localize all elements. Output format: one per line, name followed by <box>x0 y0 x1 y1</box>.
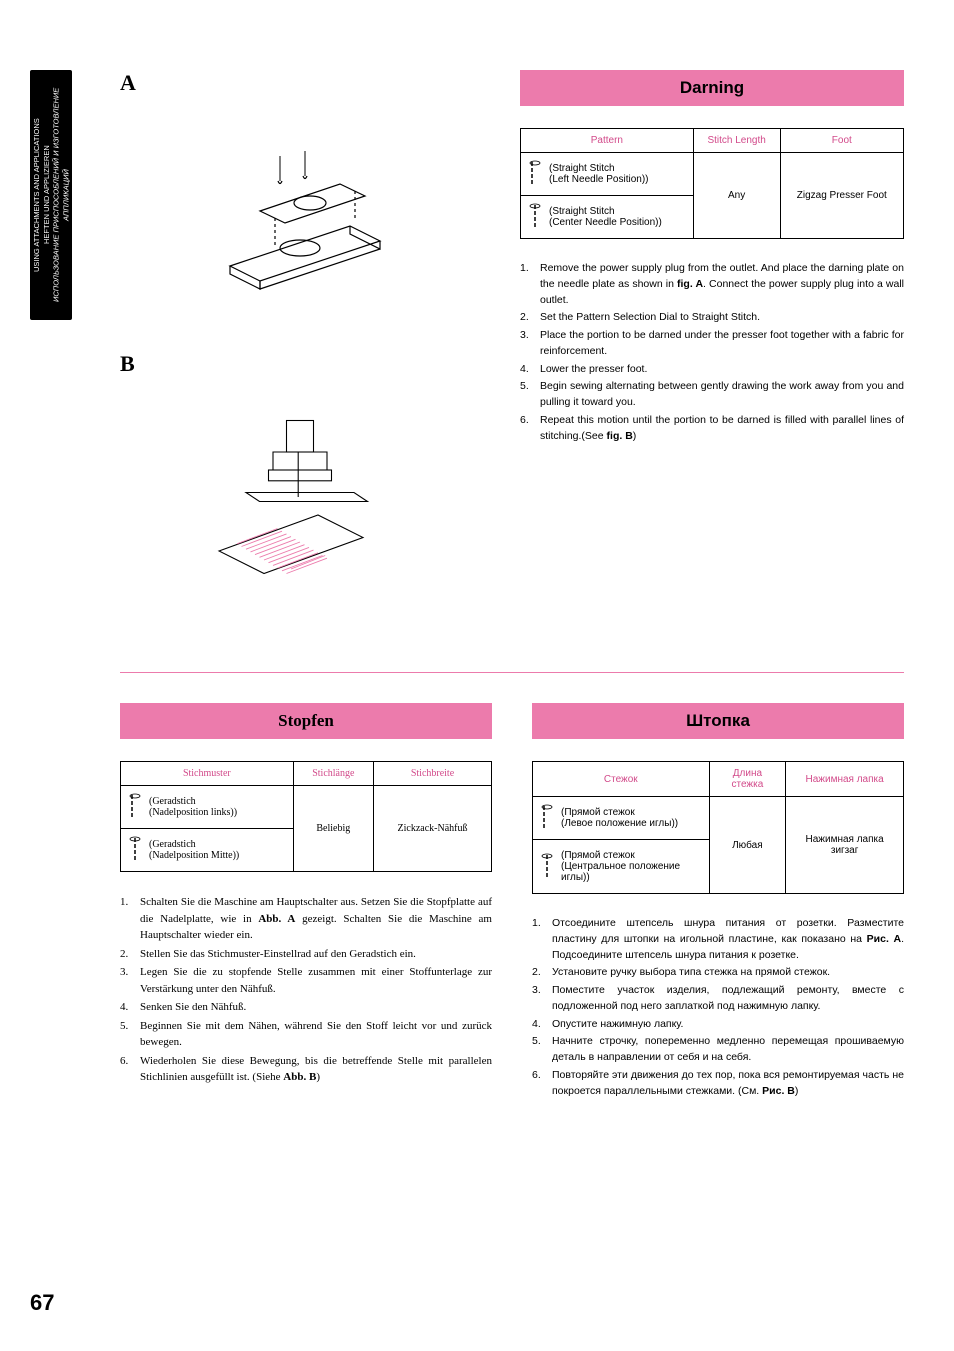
instruction-step: Lower the presser foot. <box>520 362 904 378</box>
pattern-row-1: (Straight Stitch(Left Needle Position)) <box>521 153 694 196</box>
darning-title: Darning <box>520 70 904 106</box>
darning-instructions: Remove the power supply plug from the ou… <box>520 261 904 444</box>
instruction-step: Set the Pattern Selection Dial to Straig… <box>520 310 904 326</box>
instruction-step: Place the portion to be darned under the… <box>520 328 904 360</box>
page-number: 67 <box>30 1290 54 1316</box>
instruction-step: Schalten Sie die Maschine am Hauptschalt… <box>120 894 492 944</box>
instruction-step: Repeat this motion until the portion to … <box>520 413 904 445</box>
instruction-step: Установите ручку выбора типа стежка на п… <box>532 965 904 981</box>
instruction-step: Опустите нажимную лапку. <box>532 1017 904 1033</box>
shtopka-title: Штопка <box>532 703 904 739</box>
figure-a-label: A <box>120 70 480 96</box>
darning-table: Pattern Stitch Length Foot (Straight Sti… <box>520 128 904 239</box>
stitchlen-cell: Any <box>693 153 780 239</box>
instruction-step: Beginnen Sie mit dem Nähen, während Sie … <box>120 1018 492 1051</box>
darning-sewing-illustration <box>170 407 430 587</box>
th-stitchlen: Stitch Length <box>693 129 780 153</box>
straight-stitch-left-icon <box>529 160 541 188</box>
instruction-step: Stellen Sie das Stichmuster-Einstellrad … <box>120 946 492 963</box>
figure-b-label: B <box>120 351 480 377</box>
th-pattern: Pattern <box>521 129 694 153</box>
instruction-step: Legen Sie die zu stopfende Stelle zusamm… <box>120 964 492 997</box>
figure-b <box>120 387 480 607</box>
figure-a <box>120 106 480 326</box>
instruction-step: Begin sewing alternating between gently … <box>520 379 904 411</box>
instruction-step: Remove the power supply plug from the ou… <box>520 261 904 308</box>
th-foot: Foot <box>780 129 903 153</box>
instruction-step: Поместите участок изделия, подлежащий ре… <box>532 983 904 1015</box>
straight-stitch-center-icon <box>541 853 553 881</box>
straight-stitch-center-icon <box>529 203 541 231</box>
shtopka-instructions: Отсоедините штепсель шнура питания от ро… <box>532 916 904 1099</box>
instruction-step: Отсоедините штепсель шнура питания от ро… <box>532 916 904 963</box>
straight-stitch-left-icon <box>129 793 141 821</box>
instruction-step: Повторяйте эти движения до тех пор, пока… <box>532 1068 904 1100</box>
straight-stitch-center-icon <box>129 836 141 864</box>
stopfen-instructions: Schalten Sie die Maschine am Hauptschalt… <box>120 894 492 1086</box>
pattern-row-2: (Straight Stitch(Center Needle Position)… <box>521 196 694 239</box>
instruction-step: Начните строчку, попеременно медленно пе… <box>532 1034 904 1066</box>
shtopka-table: Стежок Длина стежка Нажимная лапка (Прям… <box>532 761 904 894</box>
stopfen-title: Stopfen <box>120 703 492 739</box>
foot-cell: Zigzag Presser Foot <box>780 153 903 239</box>
sidebar-text: USING ATTACHMENTS AND APPLICATIONS HEFTE… <box>32 70 71 320</box>
darning-plate-illustration <box>170 126 430 306</box>
instruction-step: Wiederholen Sie diese Bewegung, bis die … <box>120 1053 492 1086</box>
straight-stitch-left-icon <box>541 804 553 832</box>
section-divider <box>120 672 904 673</box>
sidebar-tab: USING ATTACHMENTS AND APPLICATIONS HEFTE… <box>30 70 72 320</box>
stopfen-table: Stichmuster Stichlänge Stichbreite (Gera… <box>120 761 492 872</box>
instruction-step: Senken Sie den Nähfuß. <box>120 999 492 1016</box>
